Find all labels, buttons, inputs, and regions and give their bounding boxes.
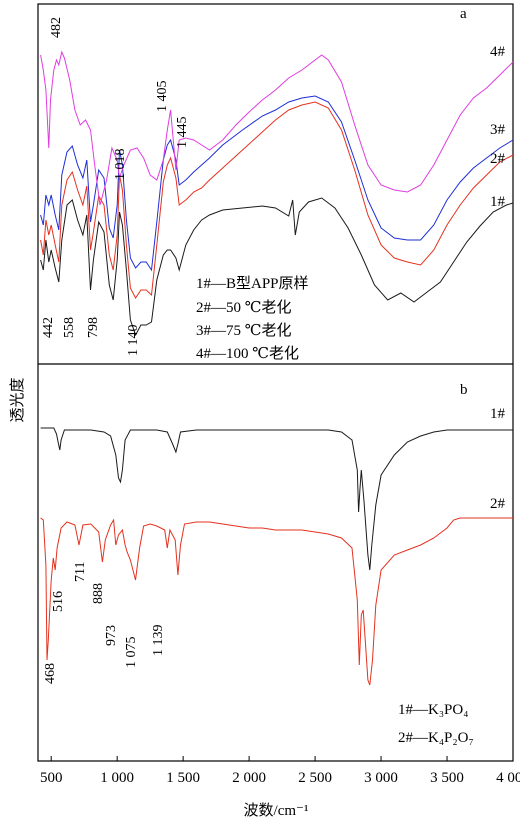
series-a-3-label: 3# — [490, 122, 506, 138]
legend-b-1: 1#—K₃PO₄ — [398, 702, 468, 718]
ann-b-516: 516 — [51, 591, 66, 612]
series-b-2-label: 2# — [490, 496, 506, 512]
ann-b-888: 888 — [91, 583, 106, 604]
series-a-4-label: 4# — [490, 44, 506, 60]
series-b-2 — [40, 517, 513, 686]
series-a-4 — [40, 50, 514, 206]
ann-b-1075: 1 075 — [124, 637, 139, 669]
ann-b-711: 711 — [73, 562, 88, 582]
y-axis-label: 透光度 — [9, 377, 26, 422]
x-tick-label: 1 500 — [166, 770, 200, 786]
series-b-1 — [40, 427, 513, 571]
x-tick-label: 3 000 — [364, 770, 398, 786]
x-tick-label: 4 000 — [496, 770, 520, 786]
ann-b-973: 973 — [104, 625, 119, 646]
series-a-2-label: 2# — [490, 151, 506, 167]
series-b-1-label: 1# — [490, 406, 506, 422]
ann-a-1018: 1 018 — [113, 149, 128, 181]
ann-a-1140: 1 140 — [126, 325, 141, 357]
series-a-1-label: 1# — [490, 194, 506, 210]
series-a-3 — [40, 95, 514, 272]
ann-a-482: 482 — [49, 17, 64, 38]
legend-a-3: 3#—75 ℃老化 — [196, 322, 292, 339]
ann-a-798: 798 — [86, 317, 101, 338]
x-tick-label: 2 000 — [232, 770, 266, 786]
ann-a-558: 558 — [62, 317, 77, 338]
panel-b-series — [40, 427, 513, 686]
ann-a-1405: 1 405 — [155, 81, 170, 113]
x-tick-label: 2 500 — [298, 770, 332, 786]
series-a-2 — [40, 101, 514, 299]
legend-a-2: 2#—50 ℃老化 — [196, 299, 292, 316]
x-tick-label: 500 — [40, 770, 63, 786]
plot-frame — [37, 3, 514, 762]
ann-a-442: 442 — [41, 317, 56, 338]
panel-a-tag: a — [460, 6, 467, 22]
series-a-1 — [40, 197, 514, 337]
legend-a-4: 4#—100 ℃老化 — [196, 345, 299, 362]
x-axis: 500 1 000 1 500 2 000 2 500 3 000 3 500 4 000 — [40, 756, 520, 786]
ann-b-468: 468 — [43, 663, 58, 684]
x-axis-label: 波数/cm⁻¹ — [244, 802, 309, 819]
panel-b-tag: b — [460, 382, 468, 398]
ann-b-1139: 1 139 — [151, 625, 166, 657]
legend-b-2: 2#—K₄P₂O₇ — [398, 730, 474, 746]
x-tick-label: 1 000 — [100, 770, 134, 786]
ann-a-1445: 1 445 — [175, 117, 190, 149]
panel-a-series — [40, 50, 514, 337]
legend-a-1: 1#—B型APP原样 — [196, 275, 309, 292]
x-tick-label: 3 500 — [430, 770, 464, 786]
